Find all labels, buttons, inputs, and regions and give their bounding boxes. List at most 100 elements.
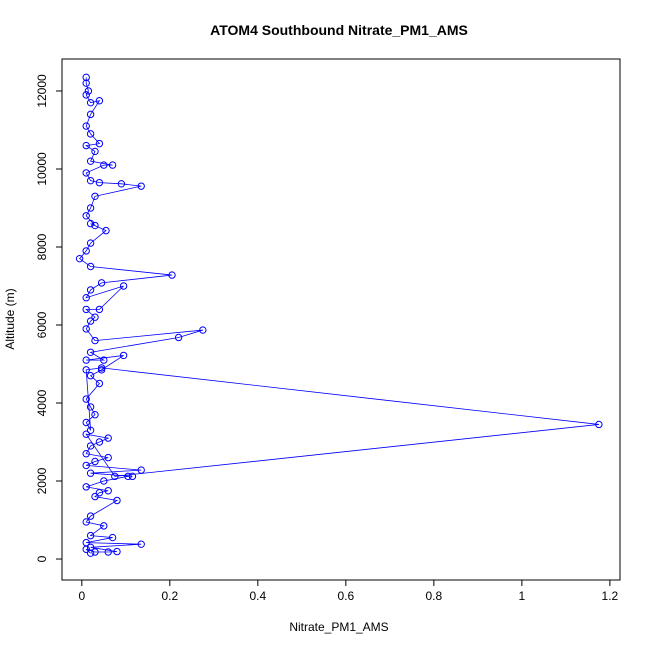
- data-point: [137, 466, 145, 474]
- data-point: [174, 333, 183, 342]
- y-axis-label: Altitude (m): [3, 288, 17, 349]
- data-point: [168, 271, 176, 279]
- data-point: [82, 418, 90, 427]
- chart-title: ATOM4 Southbound Nitrate_PM1_AMS: [210, 22, 468, 38]
- data-point: [82, 395, 90, 403]
- data-point: [124, 472, 132, 481]
- data-point: [86, 239, 95, 247]
- data-point: [100, 522, 108, 530]
- data-point: [119, 282, 128, 290]
- y-tick-label: 6000: [35, 311, 49, 338]
- x-tick-label: 0: [78, 589, 85, 603]
- data-point: [91, 411, 99, 419]
- data-point: [82, 79, 90, 87]
- data-point: [137, 182, 145, 190]
- data-point: [86, 110, 95, 119]
- x-tick-label: 0.2: [161, 589, 178, 603]
- y-tick-label: 8000: [35, 233, 49, 260]
- data-point: [82, 122, 90, 130]
- data-point: [95, 489, 104, 497]
- data-point: [111, 472, 119, 481]
- data-point: [91, 221, 99, 230]
- data-point: [82, 305, 90, 314]
- data-point: [82, 293, 90, 302]
- data-point: [86, 372, 95, 380]
- data-point: [95, 178, 104, 187]
- data-point: [108, 533, 117, 542]
- data-point: [86, 348, 95, 357]
- data-point: [108, 161, 117, 169]
- data-point: [82, 483, 90, 491]
- data-point: [86, 403, 95, 411]
- data-point: [86, 543, 95, 552]
- data-point: [86, 219, 95, 228]
- data-point: [199, 326, 207, 334]
- data-point: [100, 161, 108, 169]
- data-point: [91, 147, 99, 156]
- data-point: [86, 531, 95, 540]
- data-point: [82, 247, 90, 255]
- data-point: [82, 430, 90, 438]
- data-point: [82, 461, 90, 470]
- x-tick-label: 1.2: [602, 589, 619, 603]
- data-point: [86, 426, 95, 435]
- data-point: [95, 438, 104, 446]
- data-point: [119, 351, 128, 360]
- data-point: [91, 548, 99, 556]
- data-point: [82, 212, 90, 220]
- data-point: [102, 226, 110, 235]
- data-point: [82, 325, 90, 333]
- data-point: [104, 548, 112, 556]
- data-point: [95, 379, 104, 388]
- data-point: [104, 453, 112, 462]
- data-point: [100, 477, 108, 485]
- data-point: [82, 356, 90, 364]
- data-point: [91, 192, 99, 200]
- data-point: [91, 336, 99, 345]
- data-point: [97, 366, 106, 374]
- data-point: [82, 73, 90, 82]
- data-point: [86, 130, 95, 138]
- data-point: [97, 364, 106, 372]
- data-point: [113, 547, 121, 556]
- data-point: [117, 180, 126, 188]
- data-point: [82, 141, 90, 150]
- data-point: [84, 87, 93, 95]
- data-point: [82, 366, 90, 374]
- data-point: [104, 434, 112, 442]
- data-point: [95, 305, 104, 314]
- y-tick-label: 10000: [35, 152, 49, 186]
- x-tick-label: 0.8: [426, 589, 443, 603]
- data-point: [82, 91, 90, 99]
- data-point: [595, 420, 603, 429]
- x-tick-label: 1: [519, 589, 526, 603]
- data-point: [86, 469, 95, 477]
- data-line: [79, 77, 599, 554]
- data-point: [86, 442, 95, 450]
- data-point: [95, 139, 104, 148]
- data-point: [82, 450, 90, 458]
- data-point: [128, 472, 137, 481]
- data-point: [86, 176, 95, 185]
- data-point: [86, 549, 95, 557]
- x-tick-label: 0.4: [249, 589, 266, 603]
- data-point: [86, 317, 95, 325]
- data-point: [97, 279, 106, 287]
- x-axis-label: Nitrate_PM1_AMS: [289, 620, 388, 634]
- data-point: [82, 169, 90, 177]
- data-point: [137, 540, 145, 548]
- data-point: [86, 512, 95, 520]
- data-point: [86, 204, 95, 212]
- y-tick-label: 2000: [35, 467, 49, 494]
- y-tick-label: 12000: [35, 74, 49, 108]
- plot-frame: [61, 58, 621, 581]
- data-point: [91, 457, 99, 466]
- y-tick-label: 0: [35, 555, 49, 562]
- data-point: [100, 356, 108, 364]
- data-point: [75, 254, 84, 263]
- data-point: [95, 97, 104, 105]
- x-tick-label: 0.6: [337, 589, 354, 603]
- data-point: [91, 492, 99, 501]
- data-point: [86, 262, 95, 271]
